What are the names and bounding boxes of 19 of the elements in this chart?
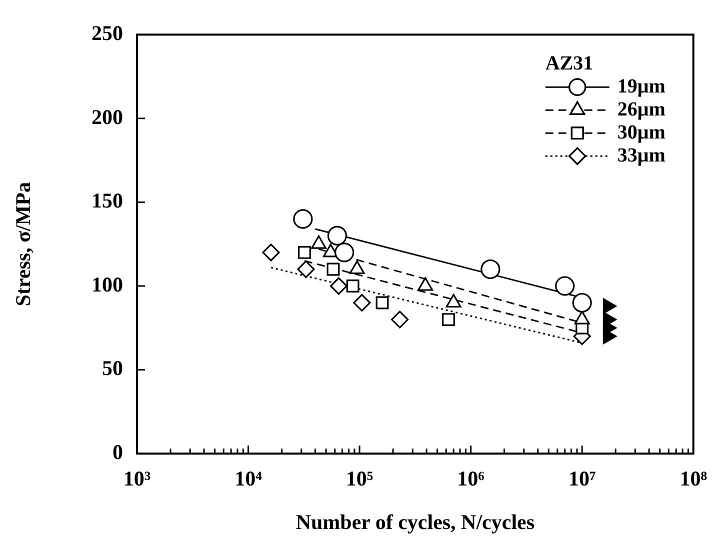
x-tick-label: 10⁷ <box>568 466 596 491</box>
x-axis-title: Number of cycles, N/cycles <box>296 510 535 534</box>
legend-label: 33μm <box>617 144 666 166</box>
x-tick-label: 10⁸ <box>680 466 707 491</box>
y-tick-label: 250 <box>92 21 123 46</box>
y-tick-label: 50 <box>102 356 123 380</box>
x-tick-label: 10⁶ <box>457 466 484 491</box>
legend-label: 30μm <box>617 121 666 144</box>
y-tick-label: 0 <box>112 440 123 464</box>
x-tick-label: 10⁵ <box>346 466 374 491</box>
y-tick-label: 200 <box>92 104 123 129</box>
legend-title: AZ31 <box>545 52 594 74</box>
legend-label: 26μm <box>617 98 666 120</box>
x-tick-label: 10⁴ <box>234 466 263 491</box>
y-axis-title: Stress, σ/MPa <box>11 182 36 306</box>
y-tick-label: 150 <box>92 188 123 213</box>
y-tick-label: 100 <box>92 272 123 296</box>
legend-label: 19μm <box>617 75 666 98</box>
x-tick-label: 10³ <box>123 466 151 491</box>
